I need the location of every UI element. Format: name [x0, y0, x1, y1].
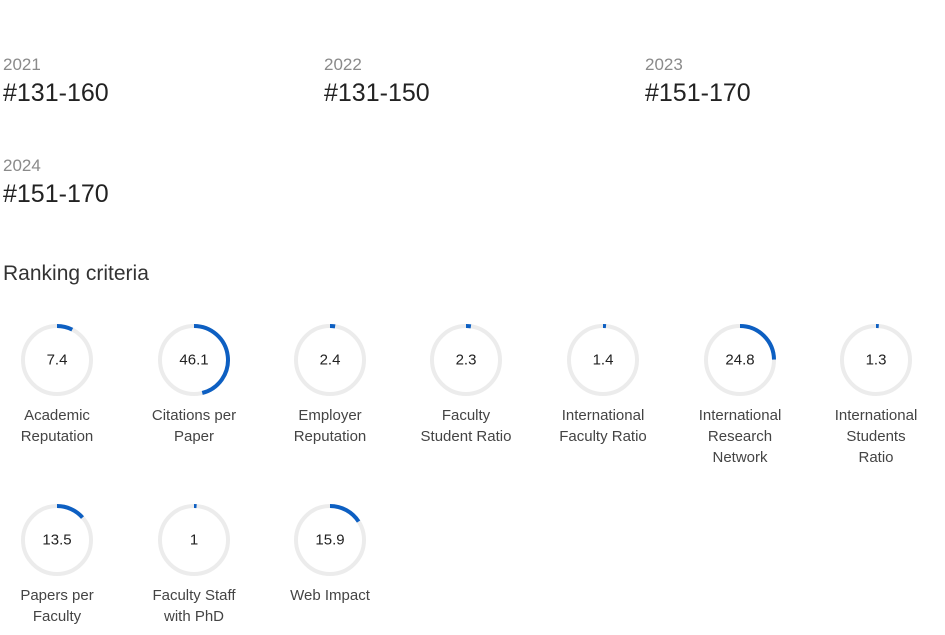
- score-gauge: 1: [158, 504, 230, 576]
- gauge-arc: [739, 324, 776, 360]
- ranking-year: 2021: [3, 55, 41, 74]
- ranking-2021: 2021 #131-160: [3, 55, 109, 109]
- gauge-score: 46.1: [179, 352, 208, 369]
- gauge-score: 1.4: [593, 352, 614, 369]
- criterion-label: International Students Ratio: [834, 407, 918, 466]
- criterion-citations-per-paper: 46.1 Citations per Paper: [126, 321, 262, 447]
- criterion-academic-reputation: 7.4 Academic Reputation: [0, 321, 125, 447]
- ranking-year: 2022: [324, 55, 362, 74]
- ranking-2022: 2022 #131-150: [324, 55, 430, 109]
- score-gauge: 2.3: [430, 323, 502, 396]
- score-gauge: 1.3: [840, 323, 912, 396]
- gauge-score: 2.4: [320, 352, 341, 369]
- score-gauge: 13.5: [21, 504, 93, 576]
- criterion-label: Citations per Paper: [151, 407, 237, 445]
- gauge-score: 24.8: [725, 352, 754, 369]
- criterion-international-research-network: 24.8 International Research Network: [672, 321, 808, 468]
- criterion-label: Faculty Staff with PhD: [152, 587, 236, 625]
- ranking-value: #151-170: [645, 79, 751, 107]
- gauge-score: 15.9: [315, 532, 344, 549]
- score-gauge: 15.9: [294, 504, 366, 576]
- score-gauge: 2.4: [294, 324, 366, 396]
- ranking-value: #151-170: [3, 180, 109, 208]
- ranking-2024: 2024 #151-170: [3, 156, 109, 210]
- gauge-score: 13.5: [42, 532, 71, 549]
- gauge-arc: [56, 504, 84, 519]
- criterion-employer-reputation: 2.4 Employer Reputation: [262, 321, 398, 447]
- criterion-faculty-staff-with-phd: 1 Faculty Staff with PhD: [126, 501, 262, 627]
- gauge-score: 1: [190, 532, 198, 549]
- criterion-papers-per-faculty: 13.5 Papers per Faculty: [0, 501, 125, 627]
- criterion-international-faculty-ratio: 1.4 International Faculty Ratio: [535, 321, 671, 447]
- criterion-label: International Faculty Ratio: [559, 407, 647, 445]
- criterion-label: Web Impact: [290, 587, 370, 604]
- score-gauge: 1.4: [567, 323, 639, 396]
- ranking-year: 2024: [3, 156, 41, 175]
- criterion-label: Employer Reputation: [293, 407, 367, 445]
- gauge-arc: [329, 504, 361, 523]
- criterion-label: Papers per Faculty: [20, 587, 94, 625]
- gauge-score: 1.3: [866, 352, 887, 369]
- criterion-web-impact: 15.9 Web Impact: [262, 501, 398, 606]
- criterion-international-students-ratio: 1.3 International Students Ratio: [808, 321, 944, 468]
- ranking-year: 2023: [645, 55, 683, 74]
- gauge-arc: [193, 324, 230, 395]
- criterion-faculty-student-ratio: 2.3 Faculty Student Ratio: [398, 321, 534, 447]
- criterion-label: Academic Reputation: [20, 407, 94, 445]
- ranking-value: #131-150: [324, 79, 430, 107]
- criterion-label: Faculty Student Ratio: [420, 407, 512, 445]
- ranking-value: #131-160: [3, 79, 109, 107]
- gauge-score: 2.3: [456, 352, 477, 369]
- score-gauge: 7.4: [21, 324, 93, 396]
- criterion-label: International Research Network: [698, 407, 782, 466]
- rankings-history: 2021 #131-160 2022 #131-150 2023 #151-17…: [0, 0, 945, 220]
- criteria-heading: Ranking criteria: [3, 262, 149, 285]
- ranking-2023: 2023 #151-170: [645, 55, 751, 109]
- gauge-score: 7.4: [47, 352, 68, 369]
- score-gauge: 46.1: [158, 324, 230, 396]
- score-gauge: 24.8: [704, 324, 776, 396]
- gauge-arc: [56, 324, 74, 332]
